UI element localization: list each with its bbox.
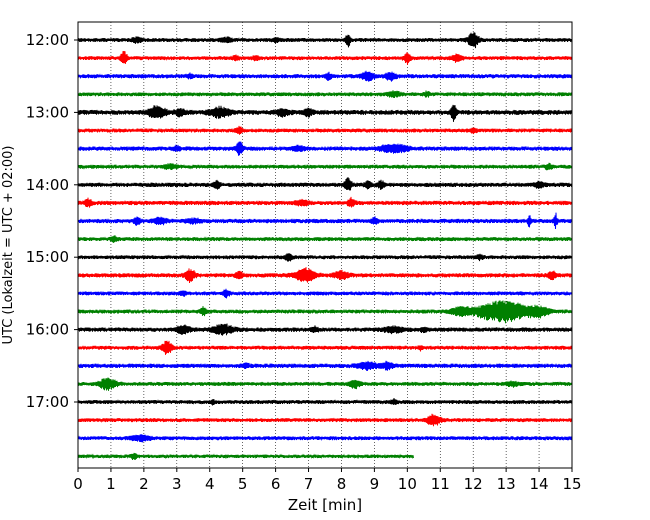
trace-line	[77, 360, 573, 371]
trace-layer	[77, 32, 573, 460]
trace-line	[77, 32, 573, 49]
trace-line	[77, 340, 573, 355]
x-tick-label: 0	[73, 475, 83, 493]
x-tick-label: 11	[431, 475, 450, 493]
x-tick-label: 9	[370, 475, 380, 493]
plot-frame	[77, 21, 573, 469]
trace-line	[77, 196, 573, 208]
y-axis-ticks: 12:00 13:00 14:00 15:00 16:00 17:00	[26, 31, 78, 411]
trace-line	[77, 235, 573, 243]
x-tick-label: 5	[238, 475, 248, 493]
trace-line	[77, 413, 573, 427]
x-tick-label: 4	[205, 475, 215, 493]
trace-line	[77, 434, 573, 443]
grid-lines	[110, 22, 540, 468]
y-tick-label: 16:00	[26, 321, 69, 339]
y-tick-label: 12:00	[26, 31, 69, 49]
x-tick-label: 14	[530, 475, 549, 493]
trace-line	[77, 323, 573, 336]
trace-line	[77, 452, 414, 460]
x-tick-label: 13	[497, 475, 516, 493]
x-tick-label: 8	[337, 475, 347, 493]
trace-line	[77, 141, 573, 156]
trace-line	[77, 90, 573, 99]
trace-line	[77, 398, 573, 406]
trace-line	[77, 212, 573, 229]
y-tick-label: 14:00	[26, 176, 69, 194]
trace-line	[77, 300, 573, 324]
trace-line	[77, 177, 573, 191]
trace-line	[77, 125, 573, 135]
y-tick-label: 15:00	[26, 248, 69, 266]
x-tick-label: 10	[398, 475, 417, 493]
x-tick-label: 6	[271, 475, 281, 493]
x-tick-label: 1	[106, 475, 116, 493]
trace-line	[77, 104, 573, 122]
x-tick-label: 12	[464, 475, 483, 493]
y-axis-label: UTC (Lokalzeit = UTC + 02:00)	[1, 146, 16, 345]
trace-line	[77, 377, 573, 391]
y-tick-label: 17:00	[26, 393, 69, 411]
trace-line	[77, 162, 573, 171]
trace-line	[77, 267, 573, 283]
x-tick-label: 15	[562, 475, 581, 493]
x-tick-label: 3	[172, 475, 182, 493]
x-tick-label: 2	[139, 475, 149, 493]
trace-line	[77, 51, 573, 65]
trace-line	[77, 253, 573, 262]
y-tick-label: 13:00	[26, 103, 69, 121]
x-tick-label: 7	[304, 475, 314, 493]
trace-line	[77, 288, 573, 299]
x-axis-ticks: 0 1 2 3 4 5 6 7 8 9 10 11 12 13 14 15	[73, 468, 582, 493]
x-axis-label: Zeit [min]	[288, 496, 362, 514]
trace-line	[77, 70, 573, 82]
